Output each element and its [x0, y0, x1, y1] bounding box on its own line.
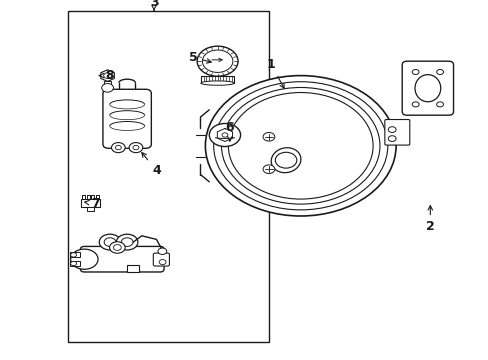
Circle shape — [129, 143, 142, 153]
Bar — [69, 261, 80, 266]
Bar — [68, 11, 268, 342]
FancyBboxPatch shape — [102, 89, 151, 148]
Circle shape — [133, 145, 139, 150]
Text: 1: 1 — [266, 58, 284, 88]
Circle shape — [116, 234, 138, 250]
Circle shape — [263, 132, 274, 141]
Circle shape — [99, 234, 121, 250]
Circle shape — [102, 84, 113, 92]
Circle shape — [103, 73, 111, 78]
Text: 2: 2 — [425, 206, 434, 233]
Circle shape — [115, 145, 121, 150]
Circle shape — [158, 248, 166, 255]
Circle shape — [263, 165, 274, 174]
Circle shape — [70, 249, 98, 269]
Text: 3: 3 — [149, 0, 158, 9]
Circle shape — [275, 152, 296, 168]
Circle shape — [109, 242, 125, 253]
Circle shape — [121, 238, 133, 246]
Bar — [104, 81, 111, 88]
Ellipse shape — [201, 81, 234, 85]
Circle shape — [104, 238, 116, 246]
Circle shape — [70, 261, 76, 266]
Circle shape — [436, 102, 443, 107]
Polygon shape — [101, 70, 114, 81]
Ellipse shape — [414, 75, 440, 102]
Text: 5: 5 — [188, 51, 211, 64]
Text: 8: 8 — [99, 69, 114, 82]
Bar — [86, 207, 94, 211]
Circle shape — [209, 123, 240, 147]
Circle shape — [202, 50, 232, 72]
Circle shape — [411, 102, 418, 107]
Bar — [69, 252, 80, 257]
Circle shape — [197, 46, 238, 76]
Circle shape — [111, 143, 125, 153]
FancyBboxPatch shape — [401, 61, 453, 115]
Circle shape — [222, 133, 227, 137]
FancyBboxPatch shape — [153, 253, 169, 266]
Circle shape — [436, 69, 443, 75]
Text: 6: 6 — [225, 121, 234, 141]
Circle shape — [159, 260, 166, 265]
Circle shape — [387, 136, 395, 141]
Circle shape — [205, 76, 395, 216]
Circle shape — [70, 253, 76, 257]
Bar — [127, 265, 139, 272]
Bar — [201, 76, 234, 83]
FancyBboxPatch shape — [384, 120, 409, 145]
Circle shape — [113, 245, 121, 251]
Text: 7: 7 — [84, 197, 100, 210]
Circle shape — [411, 69, 418, 75]
FancyBboxPatch shape — [80, 246, 163, 272]
Bar — [81, 199, 100, 207]
Circle shape — [387, 127, 395, 132]
Ellipse shape — [271, 148, 300, 173]
Text: 4: 4 — [142, 153, 161, 177]
